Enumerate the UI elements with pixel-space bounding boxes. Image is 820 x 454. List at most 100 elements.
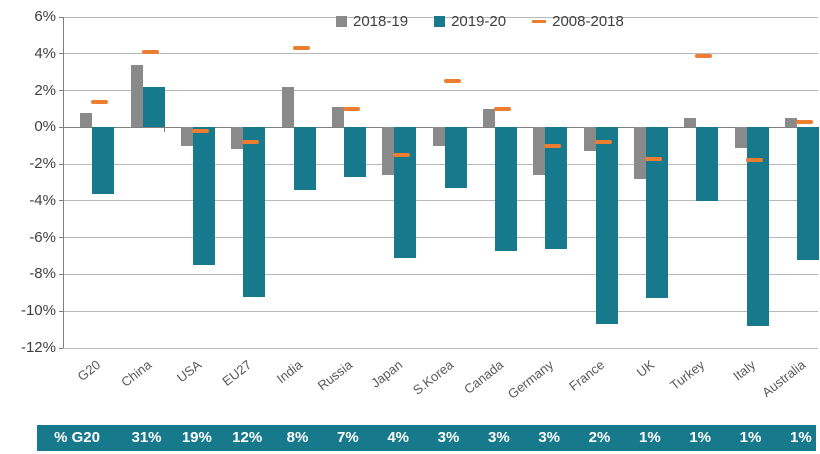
marker-2008-2018-russia: [342, 106, 360, 111]
bar-2018-19-usa: [180, 127, 193, 146]
bar-2018-19-canada: [482, 108, 495, 128]
g20-share-value-uk: 1%: [638, 429, 661, 446]
marker-2008-2018-eu27: [242, 140, 260, 145]
y-axis-tick: [59, 90, 63, 92]
bar-2019-20-canada: [494, 127, 517, 251]
y-axis-tick: [59, 347, 63, 349]
bar-2018-19-eu27: [231, 127, 244, 150]
y-axis-tick-label: -2%: [29, 155, 56, 173]
gridline: [63, 90, 818, 92]
gray-square-swatch-icon: [336, 16, 347, 27]
gridline: [63, 200, 818, 202]
gridline: [63, 237, 818, 239]
gridline: [63, 53, 818, 55]
y-axis-tick-label: -8%: [29, 265, 56, 283]
y-axis-tick-label: -10%: [20, 302, 56, 320]
bar-2018-19-japan: [382, 127, 395, 176]
bar-2019-20-italy: [746, 127, 769, 326]
y-axis-tick-label: -4%: [29, 191, 56, 209]
legend-label-2019-20: 2019-20: [451, 13, 507, 30]
bar-2018-19-germany: [533, 127, 546, 176]
marker-2008-2018-japan: [393, 152, 411, 157]
y-axis-tick-label: -6%: [29, 228, 56, 246]
g20-share-banner: % G20 31% 19% 12% 8% 7% 4% 3% 3% 3% 2% 1% 1% 1% 1%: [37, 425, 816, 451]
marker-2008-2018-italy: [745, 158, 763, 163]
g20-share-label: % G20: [54, 429, 100, 446]
bar-2018-19-china: [130, 64, 143, 128]
g20-share-value-france: 2%: [588, 429, 611, 446]
legend-item-2018-19: 2018-19: [336, 13, 408, 30]
legend-label-2008-2018: 2008-2018: [552, 13, 624, 30]
chart-legend: 2018-19 2019-20 2008-2018: [336, 13, 624, 30]
g20-share-value-japan: 4%: [387, 429, 409, 446]
g20-share-value-usa: 19%: [181, 429, 212, 446]
bar-2019-20-japan: [394, 127, 417, 258]
gridline: [63, 310, 818, 312]
y-axis-tick: [59, 273, 63, 275]
y-axis-tick: [59, 16, 63, 18]
gridline: [63, 273, 818, 275]
legend-label-2018-19: 2018-19: [353, 13, 409, 30]
category-tick: [163, 127, 165, 133]
bar-2019-20-india: [293, 127, 316, 190]
marker-2008-2018-uk: [644, 156, 662, 161]
y-axis-tick: [59, 53, 63, 55]
y-axis-tick: [59, 126, 63, 128]
marker-2008-2018-s-korea: [443, 79, 461, 84]
bar-2018-19-russia: [331, 107, 344, 128]
legend-item-2019-20: 2019-20: [434, 13, 506, 30]
category-tick: [63, 127, 64, 133]
marker-2008-2018-germany: [544, 143, 562, 148]
bar-2019-20-uk: [645, 127, 668, 299]
g20-share-value-eu27: 12%: [232, 429, 263, 446]
teal-square-swatch-icon: [434, 16, 446, 27]
g20-share-value-canada: 3%: [487, 429, 510, 446]
marker-2008-2018-usa: [191, 129, 209, 133]
bar-2018-19-france: [583, 127, 596, 152]
bar-2018-19-australia: [784, 118, 797, 128]
bar-2018-19-india: [281, 86, 294, 128]
orange-dash-swatch-icon: [532, 20, 547, 23]
bar-2019-20-australia: [796, 127, 819, 260]
marker-2008-2018-india: [292, 46, 310, 51]
bar-2019-20-s-korea: [444, 127, 467, 188]
y-axis-tick-label: -12%: [20, 339, 56, 356]
bar-2019-20-turkey: [696, 127, 719, 201]
y-axis-tick-label: 6%: [34, 8, 56, 25]
g20-share-value-india: 8%: [286, 429, 309, 446]
bar-2018-19-g20: [80, 112, 93, 128]
y-axis-tick: [59, 200, 63, 202]
bar-2019-20-france: [595, 127, 618, 325]
bar-2018-19-turkey: [684, 118, 697, 128]
bar-2019-20-russia: [343, 127, 366, 177]
y-axis-tick-label: 4%: [34, 44, 56, 62]
g20-share-value-italy: 1%: [739, 429, 762, 446]
bar-2019-20-china: [142, 86, 165, 128]
marker-2008-2018-china: [141, 49, 159, 54]
g20-share-value-russia: 7%: [336, 429, 359, 446]
bar-2019-20-eu27: [243, 127, 266, 297]
y-axis-tick: [59, 310, 63, 312]
y-axis-tick-label: 2%: [34, 81, 56, 99]
g20-share-value-turkey: 1%: [689, 429, 711, 446]
gridline: [63, 347, 818, 349]
marker-2008-2018-australia: [795, 119, 813, 124]
bar-2019-20-usa: [192, 127, 215, 266]
g20-share-value-s-korea: 3%: [437, 429, 460, 446]
legend-item-2008-2018: 2008-2018: [532, 13, 624, 30]
bar-2018-19-italy: [734, 127, 747, 148]
marker-2008-2018-canada: [493, 106, 511, 111]
y-axis-tick: [59, 163, 63, 165]
bar-2018-19-uk: [633, 127, 646, 179]
bar-2019-20-g20: [92, 127, 115, 194]
marker-2008-2018-g20: [91, 99, 109, 104]
bar-2019-20-germany: [545, 127, 568, 249]
g20-share-value-china: 31%: [131, 429, 162, 446]
gridline: [63, 163, 818, 165]
g20-share-value-germany: 3%: [538, 429, 560, 446]
y-axis-tick-label: 0%: [34, 118, 56, 136]
g20-share-value-australia: 1%: [789, 429, 812, 446]
marker-2008-2018-france: [594, 140, 612, 145]
y-axis-tick: [59, 237, 63, 239]
